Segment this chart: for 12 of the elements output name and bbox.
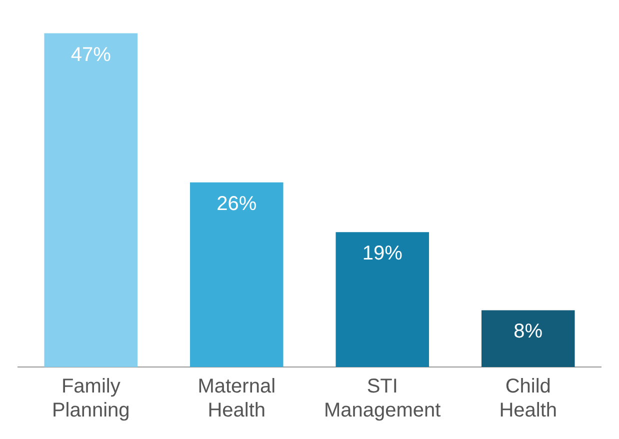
x-tick-label: Maternal Health: [198, 376, 276, 422]
data-label: 26%: [216, 192, 257, 215]
data-label: 8%: [514, 320, 543, 343]
bar: [336, 232, 430, 367]
bar: [190, 182, 284, 367]
x-tick-label: STI Management: [324, 376, 442, 422]
data-label: 19%: [362, 242, 403, 265]
bar: [481, 310, 575, 367]
data-label: 47%: [70, 44, 112, 66]
x-tick-label: Family Planning: [52, 376, 130, 422]
x-tick-label: Child Health: [499, 376, 558, 422]
bar: [44, 33, 138, 367]
